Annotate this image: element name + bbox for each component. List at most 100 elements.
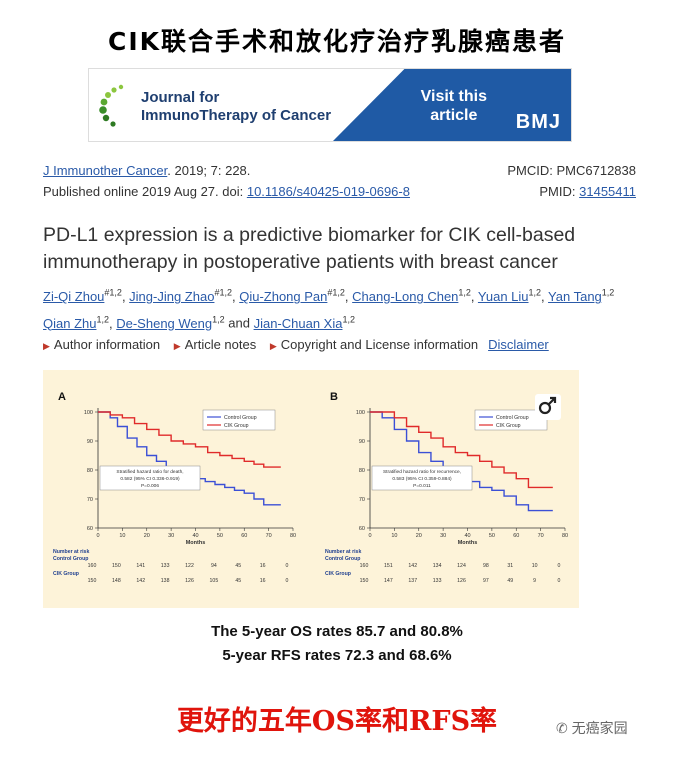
x-tick-label: 20 bbox=[144, 533, 150, 539]
watermark-text: 无癌家园 bbox=[571, 720, 628, 736]
author-affiliation: 1,2 bbox=[528, 288, 542, 298]
y-tick-label: 80 bbox=[359, 468, 365, 474]
hazard-ratio-text: 0.583 (95% CI 0.359-0.884) bbox=[392, 476, 452, 482]
article-title: PD-L1 expression is a predictive biomark… bbox=[43, 222, 643, 276]
article-info-row: ▶ Author information ▶ Article notes ▶ Copy… bbox=[43, 337, 549, 352]
author-5: Yuan Liu1,2, bbox=[477, 288, 549, 305]
journal-banner-ad[interactable]: Journal for ImmunoTherapy of Cancer Visi… bbox=[88, 68, 572, 142]
y-tick-label: 60 bbox=[87, 526, 93, 532]
author-information-toggle[interactable]: ▶ Author information bbox=[43, 337, 160, 352]
pmid: PMID: 31455411 bbox=[539, 184, 636, 199]
author-affiliation: 1,2 bbox=[342, 314, 355, 325]
author-2: Jing-Jing Zhao#1,2, bbox=[129, 288, 240, 305]
x-tick-label: 70 bbox=[538, 533, 544, 539]
disclaimer-link[interactable]: Disclaimer bbox=[488, 337, 549, 352]
y-tick-label: 70 bbox=[87, 497, 93, 503]
y-tick-label: 70 bbox=[359, 497, 365, 503]
risk-value: 160 bbox=[88, 563, 97, 569]
author-link[interactable]: Yan Tang bbox=[548, 289, 602, 305]
author-link[interactable]: Chang-Long Chen bbox=[352, 289, 459, 305]
author-link[interactable]: Qian Zhu bbox=[43, 315, 97, 331]
risk-value: 45 bbox=[235, 563, 241, 569]
author-link[interactable]: De-Sheng Weng bbox=[116, 315, 213, 331]
risk-value: 98 bbox=[483, 563, 489, 569]
author-affiliation: 1,2 bbox=[212, 314, 225, 325]
author-affiliation: 1,2 bbox=[458, 288, 471, 298]
y-tick-label: 100 bbox=[84, 410, 93, 416]
doi-link[interactable]: 10.1186/s40425-019-0696-8 bbox=[246, 184, 410, 199]
author-affiliation: 1,2 bbox=[96, 314, 109, 325]
visit-article-link[interactable]: Visit this article bbox=[421, 87, 487, 125]
risk-value: 160 bbox=[360, 563, 369, 569]
panel-label: B bbox=[330, 391, 338, 403]
author-list: Zi-Qi Zhou#1,2, Jing-Jing Zhao#1,2, Qiu-… bbox=[43, 282, 663, 335]
x-tick-label: 50 bbox=[217, 533, 223, 539]
x-tick-label: 10 bbox=[119, 533, 125, 539]
risk-value: 150 bbox=[112, 563, 121, 569]
risk-value: 10 bbox=[532, 563, 538, 569]
panel-label: A bbox=[58, 391, 66, 403]
rfs-summary: 5-year RFS rates 72.3 and 68.6% bbox=[222, 647, 452, 664]
risk-value: 150 bbox=[360, 578, 369, 584]
hazard-ratio-text: Stratified hazard ratio for recurrence, bbox=[383, 469, 461, 475]
article-notes-label: Article notes bbox=[184, 337, 257, 352]
journal-name-line2: ImmunoTherapy of Cancer bbox=[141, 107, 332, 124]
risk-value: 16 bbox=[260, 563, 266, 569]
citation-line: J Immunother Cancer. 2019; 7: 228. bbox=[43, 163, 250, 178]
y-tick-label: 90 bbox=[359, 439, 365, 445]
risk-value: 141 bbox=[136, 563, 145, 569]
x-tick-label: 60 bbox=[513, 533, 519, 539]
risk-table-title: Number at risk bbox=[325, 549, 361, 555]
author-link[interactable]: Jian-Chuan Xia bbox=[253, 315, 343, 331]
risk-value: 151 bbox=[384, 563, 393, 569]
article-title-line1: PD-L1 expression is a predictive biomark… bbox=[43, 224, 576, 246]
risk-value: 94 bbox=[211, 563, 217, 569]
risk-value: 49 bbox=[507, 578, 513, 584]
risk-value: 97 bbox=[483, 578, 489, 584]
author-affiliation: #1,2 bbox=[327, 288, 345, 298]
legend-label: CIK Group bbox=[224, 423, 249, 429]
legend-label: Control Group bbox=[224, 415, 257, 421]
copyright-toggle[interactable]: ▶ Copyright and License information bbox=[270, 337, 478, 352]
risk-value: 9 bbox=[533, 578, 536, 584]
risk-value: 134 bbox=[433, 563, 442, 569]
risk-value: 31 bbox=[507, 563, 513, 569]
risk-value: 122 bbox=[185, 563, 194, 569]
journal-logo-icon bbox=[99, 84, 124, 127]
author-link[interactable]: Zi-Qi Zhou bbox=[43, 289, 105, 305]
article-notes-toggle[interactable]: ▶ Article notes bbox=[174, 337, 256, 352]
hazard-ratio-text: P=0.011 bbox=[413, 483, 431, 489]
author-information-label: Author information bbox=[53, 337, 161, 352]
x-tick-label: 40 bbox=[192, 533, 198, 539]
risk-row-label: CIK Group bbox=[53, 571, 79, 577]
risk-value: 142 bbox=[136, 578, 145, 584]
risk-value: 147 bbox=[384, 578, 393, 584]
risk-value: 0 bbox=[286, 578, 289, 584]
risk-value: 105 bbox=[210, 578, 219, 584]
risk-value: 126 bbox=[185, 578, 194, 584]
x-tick-label: 40 bbox=[464, 533, 470, 539]
journal-name-line1: Journal for bbox=[141, 89, 220, 106]
citation-volume: . 2019; 7: 228. bbox=[167, 163, 251, 178]
legend-label: Control Group bbox=[496, 415, 529, 421]
risk-value: 138 bbox=[161, 578, 170, 584]
journal-link[interactable]: J Immunother Cancer bbox=[43, 163, 168, 178]
hazard-ratio-text: Stratified hazard ratio for death, bbox=[116, 469, 183, 475]
risk-table-title: Number at risk bbox=[53, 549, 89, 555]
pmcid: PMCID: PMC6712838 bbox=[507, 163, 636, 178]
x-tick-label: 60 bbox=[241, 533, 247, 539]
author-affiliation: #1,2 bbox=[214, 288, 232, 298]
legend-label: CIK Group bbox=[496, 423, 521, 429]
risk-value: 150 bbox=[88, 578, 97, 584]
copyright-label: Copyright and License information bbox=[280, 337, 479, 352]
author-link[interactable]: Yuan Liu bbox=[477, 289, 529, 305]
pmid-link[interactable]: 31455411 bbox=[579, 184, 636, 199]
author-link[interactable]: Jing-Jing Zhao bbox=[129, 289, 215, 305]
x-tick-label: 0 bbox=[96, 533, 99, 539]
x-tick-label: 80 bbox=[562, 533, 568, 539]
published-line: Published online 2019 Aug 27. doi: 10.11… bbox=[43, 184, 410, 199]
survival-figure: A 60 70 80 90 100 0 10 20 30 40 50 60 70 80 Months Contr… bbox=[43, 370, 579, 608]
author-link[interactable]: Qiu-Zhong Pan bbox=[239, 289, 328, 305]
risk-value: 142 bbox=[408, 563, 417, 569]
